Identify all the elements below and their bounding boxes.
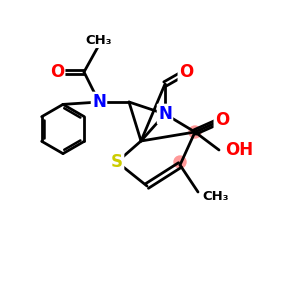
Text: O: O <box>215 111 229 129</box>
Text: S: S <box>111 153 123 171</box>
Text: N: N <box>158 105 172 123</box>
Circle shape <box>189 126 201 138</box>
Text: CH₃: CH₃ <box>86 34 112 47</box>
Text: N: N <box>92 93 106 111</box>
Text: OH: OH <box>225 141 253 159</box>
Circle shape <box>174 156 186 168</box>
Text: O: O <box>50 63 64 81</box>
Text: CH₃: CH₃ <box>202 190 229 203</box>
Text: O: O <box>179 63 193 81</box>
